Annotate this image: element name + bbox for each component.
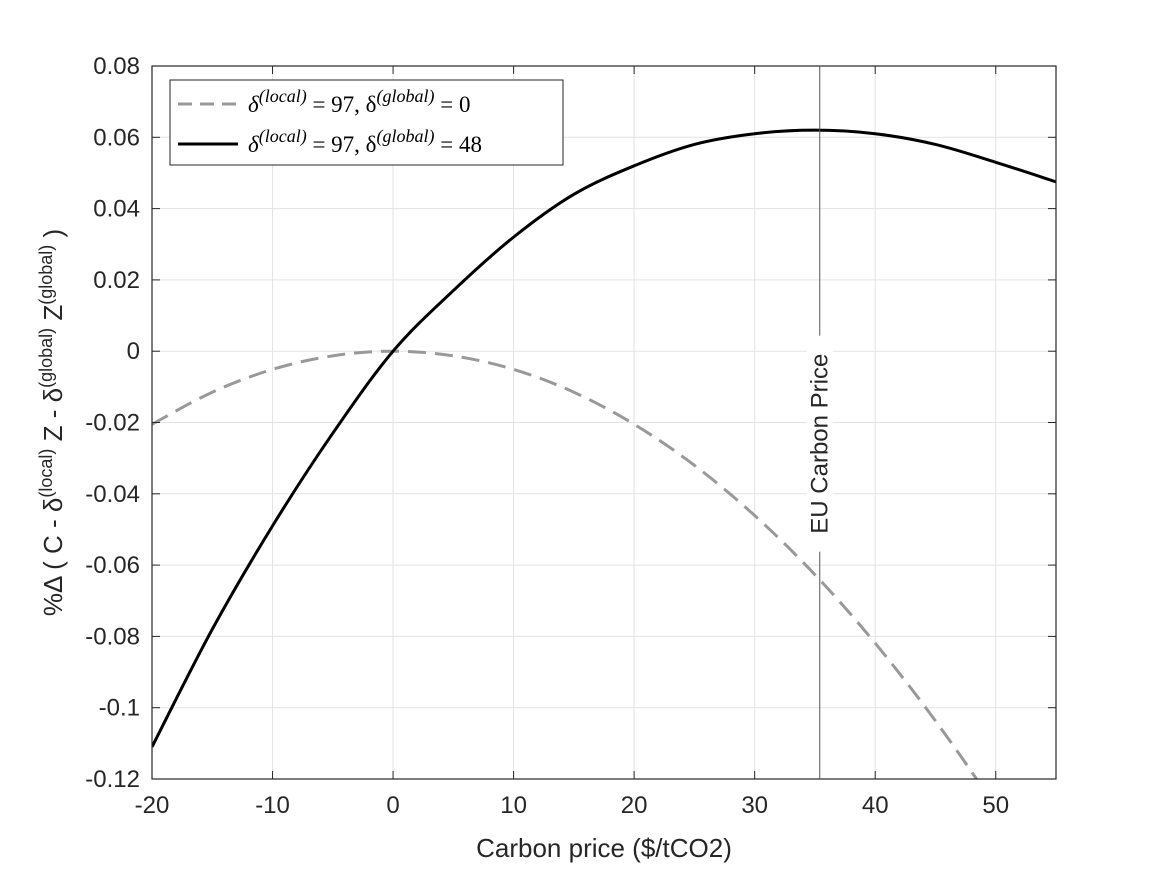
x-tick-label: -10 xyxy=(255,792,290,819)
legend-entry-1: δ(local) = 97, δ(global) = 0 xyxy=(248,86,470,117)
eu-carbon-price-label: EU Carbon Price xyxy=(807,354,834,534)
tick-marks xyxy=(151,65,1056,780)
x-tick-label: 40 xyxy=(862,792,889,819)
annotation-label-background xyxy=(806,335,833,552)
y-tick-label: 0.08 xyxy=(93,53,140,80)
x-tick-label: 10 xyxy=(500,792,527,819)
y-tick-label: -0.04 xyxy=(85,481,140,508)
x-tick-label: 50 xyxy=(982,792,1009,819)
y-tick-label: 0.04 xyxy=(93,196,140,223)
legend: δ(local) = 97, δ(global) = 0 δ(local) = … xyxy=(169,79,564,166)
y-axis-label: %Δ ( C - δ(local) Z - δ(global) Z(global… xyxy=(36,229,68,616)
y-tick-label: -0.08 xyxy=(85,623,140,650)
y-tick-label: 0.02 xyxy=(93,267,140,294)
grid-lines xyxy=(151,65,1056,780)
eu-carbon-price-annotation: EU Carbon Price xyxy=(806,66,834,779)
legend-box xyxy=(169,79,564,166)
x-tick-label: 20 xyxy=(621,792,648,819)
plot-area xyxy=(152,128,1056,779)
y-tick-label: -0.1 xyxy=(99,695,140,722)
x-tick-label: 0 xyxy=(386,792,399,819)
x-tick-label: 30 xyxy=(741,792,768,819)
y-tick-label: -0.06 xyxy=(85,552,140,579)
y-tick-label: 0.06 xyxy=(93,124,140,151)
x-axis-label: Carbon price ($/tCO2) xyxy=(476,833,732,863)
legend-entry-2: δ(local) = 97, δ(global) = 48 xyxy=(248,126,482,157)
x-tick-label: -20 xyxy=(135,792,170,819)
series-line-solid xyxy=(152,128,1056,748)
y-tick-label: 0 xyxy=(127,338,140,365)
tick-labels: -20 -10 0 10 20 30 40 50 -0.12 -0.1 -0.08 -0.06 -0.0… xyxy=(85,53,1009,819)
series-line-dashed xyxy=(152,349,979,779)
y-tick-label: -0.02 xyxy=(85,410,140,437)
y-tick-label: -0.12 xyxy=(85,766,140,793)
